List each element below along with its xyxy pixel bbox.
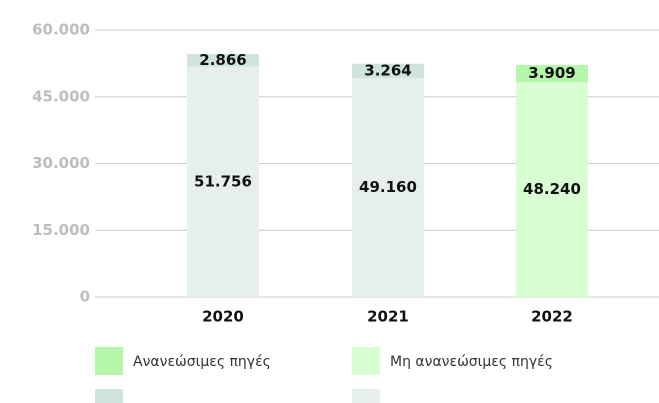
x-tick-label: 2020 [202,308,244,326]
bar-segment [516,82,588,297]
y-tick-label: 15.000 [32,221,90,239]
value-label: 48.240 [523,180,581,198]
bar-segment [352,78,424,297]
x-tick-label: 2022 [531,308,573,326]
y-tick-label: 0 [80,288,90,306]
x-tick-label: 2021 [367,308,409,326]
value-label: 2.866 [199,51,246,69]
value-label: 3.909 [528,64,575,82]
y-tick-label: 60.000 [32,21,90,39]
value-label: 3.264 [364,61,411,79]
bar-segment [352,63,424,79]
y-tick-label: 45.000 [32,87,90,105]
y-tick-label: 30.000 [32,154,90,172]
bar-segment [516,64,588,83]
value-label: 49.160 [359,178,417,196]
legend-swatch [95,347,123,375]
value-label: 51.756 [194,172,252,190]
bar-segment [187,66,259,298]
legend-label: Ανανεώσιμες πηγές [133,354,271,370]
legend-swatch [352,347,380,375]
bar-segment [187,53,259,67]
legend-swatch [352,389,380,403]
legend-label: Μη ανανεώσιμες πηγές [390,354,553,370]
legend-swatch [95,389,123,403]
